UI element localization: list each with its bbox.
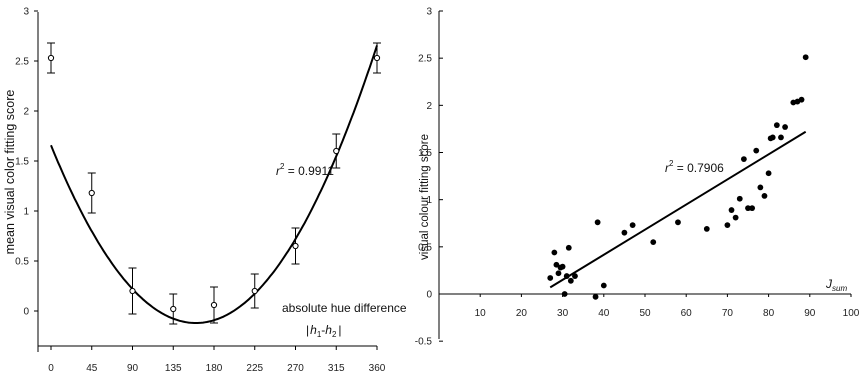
right-y-tick-label: 0	[426, 290, 432, 301]
left-x-tick-label: 45	[86, 363, 98, 374]
right-data-point	[592, 293, 599, 300]
left-y-tick-label: 3	[23, 7, 29, 18]
right-y-tick-label: -0.5	[415, 337, 433, 348]
left-chart: mean visual color fitting score 0 0.5 1 1.5…	[3, 7, 407, 375]
right-y-axis-title: visual colour fitting score	[419, 134, 431, 260]
right-x-tick-label: 10	[475, 308, 487, 319]
right-y-tick-label: 1	[426, 195, 432, 206]
right-x-ticks: 10 20 30 40 50 60 70 80 90 100	[475, 294, 860, 319]
left-data-point	[129, 287, 136, 295]
right-data-point	[703, 226, 710, 232]
left-data-point	[292, 242, 299, 250]
right-data-point	[565, 244, 572, 251]
right-x-axis-label: Jsum	[825, 277, 847, 293]
right-data-point	[778, 134, 784, 141]
right-data-point	[740, 156, 747, 163]
left-y-axis-label: mean visual color fitting score	[3, 90, 17, 255]
right-data-point	[675, 219, 681, 226]
right-data-point	[594, 219, 601, 226]
right-x-tick-label: 70	[722, 308, 734, 319]
right-x-tick-label: 60	[681, 308, 693, 319]
right-data-point	[798, 96, 805, 103]
right-data-point	[555, 270, 562, 277]
left-x-tick-label: 0	[48, 363, 54, 374]
right-data-point	[745, 205, 751, 212]
right-data-point	[769, 134, 776, 141]
left-r2-annotation: r2 = 0.9911	[276, 162, 334, 178]
right-data-point	[567, 277, 574, 284]
right-data-point	[724, 222, 731, 229]
left-data-points	[47, 42, 381, 325]
right-data-point	[765, 170, 772, 177]
left-y-axis-title: mean visual color fitting score	[3, 90, 17, 255]
left-x-axis-label: absolute hue difference	[282, 301, 407, 315]
left-y-tick-label: 0	[23, 307, 29, 318]
left-data-point	[333, 147, 340, 155]
right-data-point	[736, 195, 743, 202]
left-data-point	[88, 189, 95, 197]
right-y-tick-label: 3	[426, 7, 432, 18]
right-data-points	[547, 54, 809, 300]
left-y-tick-label: 2.5	[15, 57, 29, 68]
right-data-point	[621, 229, 628, 236]
right-data-point	[761, 192, 768, 199]
right-y-tick-label: 2.5	[418, 54, 432, 65]
left-data-point	[251, 287, 258, 295]
left-x-tick-label: 270	[287, 363, 304, 374]
right-data-point	[551, 249, 558, 256]
right-data-point	[650, 239, 657, 246]
right-data-point	[773, 122, 780, 129]
right-data-point	[732, 214, 739, 221]
right-y-tick-label: 1.5	[418, 148, 432, 159]
right-x-tick-label: 40	[598, 308, 610, 319]
right-data-point	[561, 291, 568, 297]
right-data-point	[572, 273, 578, 279]
right-r2-annotation: r2 = 0.7906	[665, 159, 724, 175]
left-y-tick-label: 2	[23, 107, 29, 118]
left-data-point	[373, 54, 381, 62]
right-y-axis-label: visual colour fitting score	[419, 134, 431, 260]
right-regression-line	[549, 130, 807, 289]
left-x-axis-formula: |h1-h2 |	[306, 323, 342, 339]
left-data-point	[210, 301, 218, 309]
right-data-point	[749, 205, 756, 212]
left-x-tick-label: 90	[127, 363, 139, 374]
right-x-tick-label: 90	[804, 308, 816, 319]
left-y-tick-label: 1	[23, 207, 29, 218]
right-y-tick-label: 2	[426, 101, 432, 112]
right-chart: visual colour fitting score -0.5 0 0.5 1 1.5…	[415, 7, 860, 348]
left-data-point	[47, 54, 55, 62]
right-data-point	[629, 222, 636, 229]
right-x-tick-label: 100	[843, 308, 860, 319]
left-x-ticks: 0 45 90 135 180 225 270 315 360	[48, 346, 386, 374]
left-x-tick-label: 180	[206, 363, 223, 374]
left-y-tick-label: 0.5	[15, 257, 29, 268]
left-data-point	[170, 305, 177, 313]
left-x-tick-label: 135	[165, 363, 182, 374]
left-x-tick-label: 360	[369, 363, 386, 374]
right-x-tick-label: 20	[516, 308, 528, 319]
right-data-point	[753, 147, 760, 154]
right-data-point	[802, 54, 809, 61]
right-data-point	[728, 207, 735, 213]
right-y-tick-label: 0.5	[418, 242, 432, 253]
right-x-tick-label: 80	[763, 308, 775, 319]
right-y-ticks: -0.5 0 0.5 1 1.5 2 2.5 3	[415, 7, 443, 348]
right-data-point	[559, 263, 566, 270]
right-data-point	[782, 124, 788, 130]
right-x-tick-label: 30	[557, 308, 569, 319]
right-data-point	[553, 261, 560, 268]
right-data-point	[547, 275, 554, 281]
left-fit-curve	[50, 45, 378, 324]
right-data-point	[563, 273, 570, 279]
right-data-point	[757, 184, 764, 191]
left-x-tick-label: 315	[328, 363, 345, 374]
right-x-tick-label: 50	[639, 308, 651, 319]
left-x-tick-label: 225	[246, 363, 263, 374]
right-data-point	[600, 282, 607, 289]
left-y-tick-label: 1.5	[15, 157, 29, 168]
left-y-ticks: 0 0.5 1 1.5 2 2.5 3	[15, 7, 38, 318]
